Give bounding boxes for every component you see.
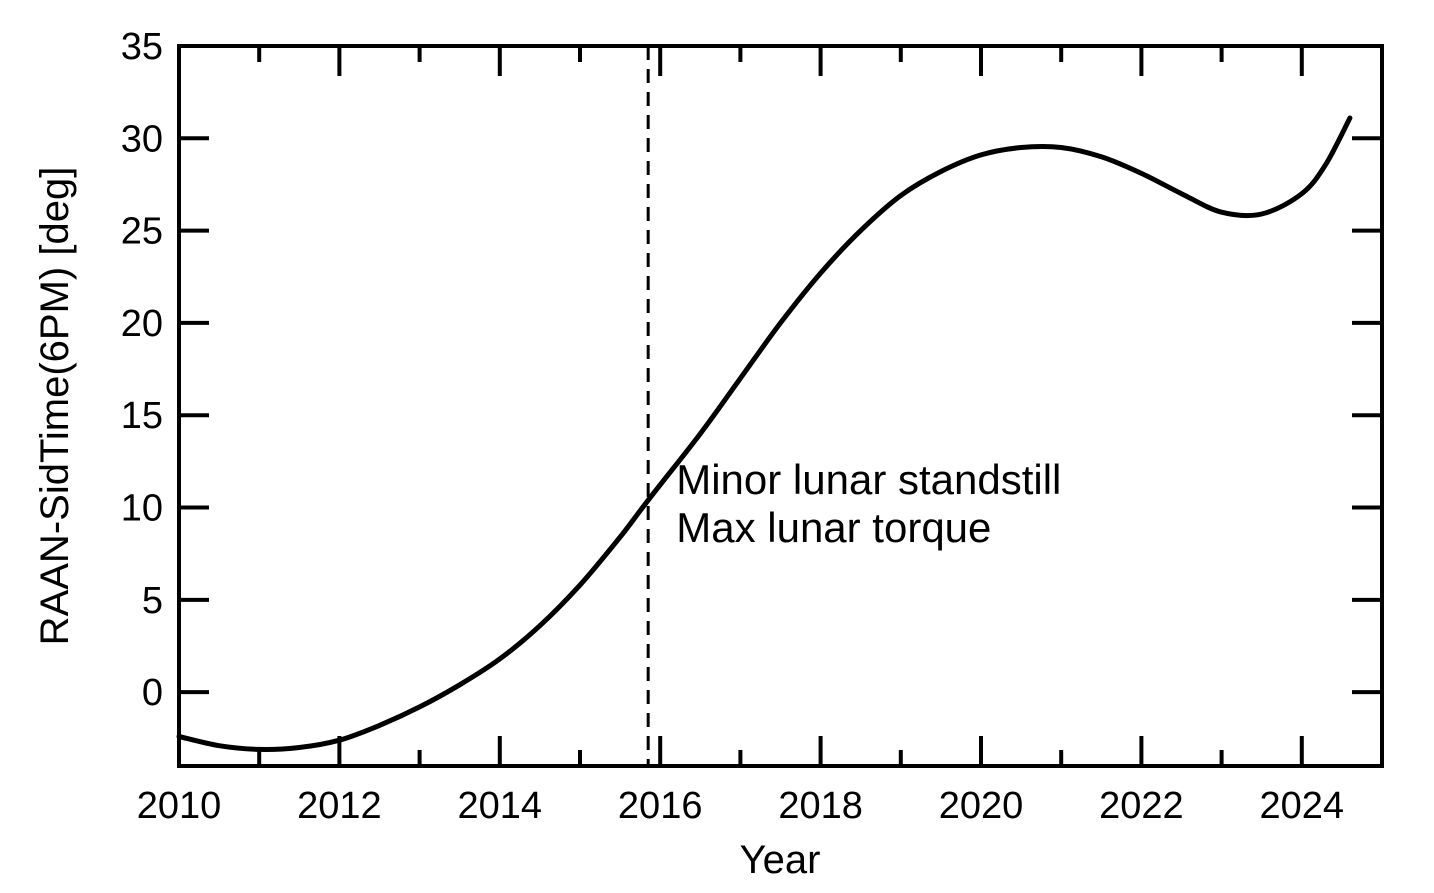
y-tick-label: 25 <box>121 211 163 253</box>
series-line <box>176 115 1353 752</box>
plot-frame <box>177 44 1384 768</box>
ticks <box>177 44 1382 766</box>
annotation-minor-lunar-standstill: Minor lunar standstill <box>676 456 1061 503</box>
y-tick-label: 5 <box>142 580 163 622</box>
x-tick-label: 2018 <box>778 785 863 827</box>
y-tick-label: 10 <box>121 488 163 530</box>
x-tick-label: 2012 <box>297 785 382 827</box>
x-tick-label: 2020 <box>939 785 1024 827</box>
tick-labels: 2010 2012 2014 2016 2018 2020 2022 2024 0 5 10 15 20… <box>121 26 1344 827</box>
x-tick-label: 2014 <box>458 785 543 827</box>
x-axis-title: Year <box>740 838 821 882</box>
y-axis-title: RAAN-SidTime(6PM) [deg] <box>33 167 77 646</box>
annotation-max-lunar-torque: Max lunar torque <box>676 504 991 551</box>
x-tick-label: 2016 <box>618 785 703 827</box>
x-tick-label: 2010 <box>137 785 222 827</box>
x-tick-label: 2024 <box>1260 785 1345 827</box>
y-tick-label: 30 <box>121 118 163 160</box>
y-tick-label: 0 <box>142 672 163 714</box>
y-tick-label: 15 <box>121 395 163 437</box>
y-tick-label: 20 <box>121 303 163 345</box>
x-tick-label: 2022 <box>1099 785 1184 827</box>
y-tick-label: 35 <box>121 26 163 68</box>
